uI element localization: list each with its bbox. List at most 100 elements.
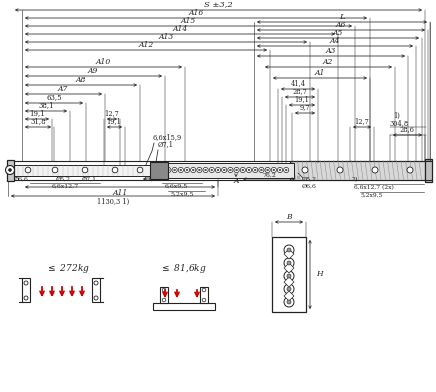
Circle shape <box>259 167 264 172</box>
Circle shape <box>167 169 169 171</box>
Text: L: L <box>339 13 345 20</box>
Circle shape <box>215 167 221 172</box>
Bar <box>425 158 432 181</box>
Circle shape <box>372 167 378 173</box>
Text: 19,1: 19,1 <box>29 109 45 118</box>
Circle shape <box>191 167 196 172</box>
Circle shape <box>242 169 244 171</box>
Circle shape <box>162 288 166 292</box>
Circle shape <box>284 284 294 294</box>
Circle shape <box>24 281 28 285</box>
Circle shape <box>160 167 165 172</box>
Circle shape <box>162 298 166 302</box>
Text: Ø6,6: Ø6,6 <box>302 184 317 189</box>
Bar <box>12 165 154 176</box>
Text: H: H <box>316 270 323 278</box>
Polygon shape <box>284 249 294 259</box>
Text: 9,7: 9,7 <box>300 103 310 111</box>
Text: A7: A7 <box>58 85 68 93</box>
Circle shape <box>203 167 208 172</box>
Circle shape <box>204 169 207 171</box>
Circle shape <box>273 169 275 171</box>
Text: A12: A12 <box>138 40 153 49</box>
Text: Ø7,1: Ø7,1 <box>158 140 174 148</box>
Circle shape <box>94 296 98 300</box>
Circle shape <box>287 248 291 252</box>
Text: A8: A8 <box>76 76 86 83</box>
Text: A2: A2 <box>323 58 333 65</box>
Circle shape <box>234 167 239 172</box>
Text: $\leq$ 81,6kg: $\leq$ 81,6kg <box>160 262 206 275</box>
Circle shape <box>229 169 232 171</box>
Circle shape <box>236 169 238 171</box>
Circle shape <box>277 167 283 172</box>
Text: A9: A9 <box>88 67 98 74</box>
Text: 17,5: 17,5 <box>143 177 157 182</box>
Circle shape <box>112 167 118 173</box>
Circle shape <box>221 167 227 172</box>
Circle shape <box>252 167 258 172</box>
Text: A3: A3 <box>326 47 336 54</box>
Circle shape <box>197 167 202 172</box>
Text: 38,1: 38,1 <box>38 102 54 109</box>
Circle shape <box>6 165 14 174</box>
Circle shape <box>153 167 159 172</box>
Circle shape <box>240 167 245 172</box>
Circle shape <box>82 167 88 173</box>
Circle shape <box>337 167 343 173</box>
Circle shape <box>209 167 215 172</box>
Circle shape <box>161 169 163 171</box>
Bar <box>92 278 100 302</box>
Circle shape <box>25 167 31 173</box>
Polygon shape <box>284 277 294 287</box>
Circle shape <box>172 167 177 172</box>
Text: $\leq$ 272kg: $\leq$ 272kg <box>46 262 90 275</box>
Text: Ø5,2: Ø5,2 <box>56 177 71 182</box>
Bar <box>152 163 294 178</box>
Text: 5,2x9,5: 5,2x9,5 <box>170 192 194 197</box>
Circle shape <box>287 300 291 304</box>
Circle shape <box>94 281 98 285</box>
Text: 28,7: 28,7 <box>293 87 307 96</box>
Circle shape <box>265 167 270 172</box>
Text: 19,1: 19,1 <box>106 118 122 125</box>
Circle shape <box>283 167 289 172</box>
Text: S ±3,2: S ±3,2 <box>204 0 232 9</box>
Bar <box>290 160 425 180</box>
Text: 1130,3 1): 1130,3 1) <box>97 198 129 206</box>
Circle shape <box>228 167 233 172</box>
Circle shape <box>284 245 294 255</box>
Circle shape <box>174 169 176 171</box>
Circle shape <box>267 169 269 171</box>
Text: A14: A14 <box>172 25 187 33</box>
Text: A4: A4 <box>330 36 340 45</box>
Text: 31,8: 31,8 <box>30 118 46 125</box>
Polygon shape <box>284 291 294 301</box>
Circle shape <box>217 169 219 171</box>
Circle shape <box>166 167 171 172</box>
Circle shape <box>198 169 200 171</box>
Circle shape <box>180 169 182 171</box>
Text: 6,6x9,5: 6,6x9,5 <box>165 184 188 189</box>
Circle shape <box>287 287 291 291</box>
Circle shape <box>248 169 250 171</box>
Circle shape <box>186 169 188 171</box>
Text: A1: A1 <box>315 69 325 76</box>
Circle shape <box>407 167 413 173</box>
Text: 12,7: 12,7 <box>354 118 369 125</box>
Text: 76,2: 76,2 <box>262 172 276 178</box>
Text: 1): 1) <box>393 112 400 120</box>
Circle shape <box>184 167 190 172</box>
Bar <box>22 278 30 302</box>
Text: A13: A13 <box>158 33 174 40</box>
Bar <box>7 160 14 180</box>
Bar <box>160 287 168 303</box>
Text: 6,6x12,7 (2x): 6,6x12,7 (2x) <box>354 185 394 190</box>
Text: Ø7,1: Ø7,1 <box>82 177 97 182</box>
Circle shape <box>24 296 28 300</box>
Circle shape <box>202 288 206 292</box>
Text: Ø5,2: Ø5,2 <box>302 177 317 182</box>
Circle shape <box>52 167 58 173</box>
Circle shape <box>178 167 184 172</box>
Bar <box>153 303 215 310</box>
